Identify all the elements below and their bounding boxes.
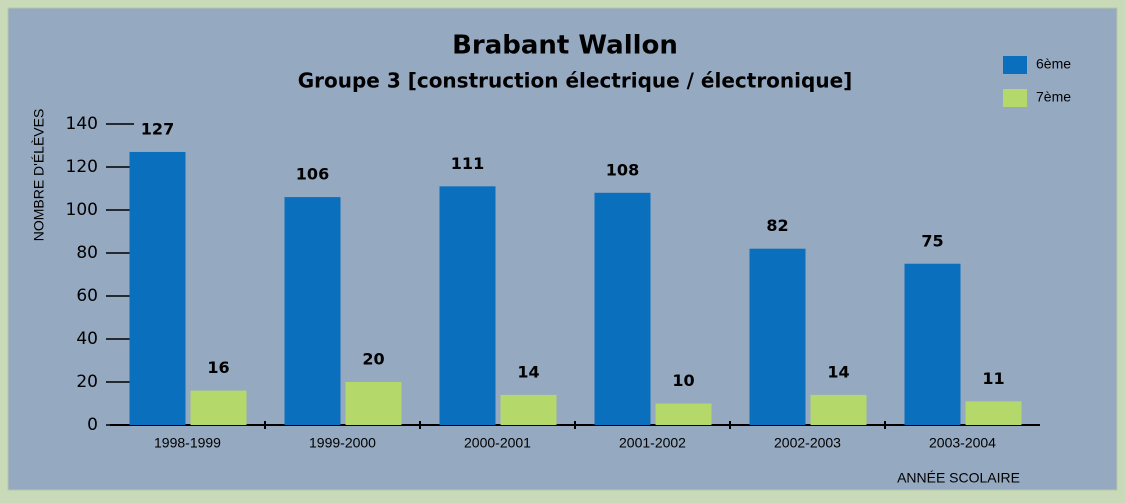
x-tick-label: 2000-2001 bbox=[464, 435, 531, 451]
legend-label: 6ème bbox=[1036, 56, 1071, 72]
bar bbox=[439, 186, 496, 425]
bar bbox=[500, 394, 557, 425]
bar bbox=[129, 151, 186, 425]
value-label: 106 bbox=[296, 165, 329, 184]
bar bbox=[810, 394, 867, 425]
y-tick-label: 80 bbox=[76, 243, 98, 263]
x-tick-label: 1998-1999 bbox=[154, 435, 221, 451]
y-tick-label: 40 bbox=[76, 329, 98, 349]
y-tick-label: 120 bbox=[66, 157, 98, 177]
value-label: 82 bbox=[766, 216, 788, 235]
chart-subtitle: Groupe 3 [construction électrique / élec… bbox=[298, 69, 853, 93]
y-tick-label: 20 bbox=[76, 372, 98, 392]
x-tick-label: 2002-2003 bbox=[774, 435, 841, 451]
value-label: 14 bbox=[827, 362, 849, 381]
legend-swatch bbox=[1003, 89, 1027, 107]
value-label: 14 bbox=[517, 362, 539, 381]
bar bbox=[749, 248, 806, 425]
bar bbox=[594, 192, 651, 425]
bar bbox=[965, 401, 1022, 425]
y-tick-label: 60 bbox=[76, 286, 98, 306]
value-label: 108 bbox=[606, 160, 639, 179]
value-label: 127 bbox=[141, 119, 174, 138]
chart-title: Brabant Wallon bbox=[452, 31, 678, 61]
bar bbox=[190, 390, 247, 425]
value-label: 16 bbox=[207, 358, 229, 377]
x-tick-label: 1999-2000 bbox=[309, 435, 376, 451]
value-label: 11 bbox=[982, 369, 1004, 388]
value-label: 20 bbox=[362, 350, 384, 369]
y-tick-label: 100 bbox=[66, 200, 98, 220]
value-label: 111 bbox=[451, 154, 484, 173]
legend-label: 7ème bbox=[1036, 89, 1071, 105]
y-tick-label: 0 bbox=[87, 415, 98, 435]
legend-swatch bbox=[1003, 56, 1027, 74]
y-axis-label: NOMBRE D'ÉLÈVES bbox=[31, 109, 47, 242]
bar bbox=[345, 382, 402, 425]
x-axis-label: ANNÉE SCOLAIRE bbox=[897, 470, 1020, 486]
bar bbox=[655, 403, 712, 425]
value-label: 75 bbox=[921, 231, 943, 250]
value-label: 10 bbox=[672, 371, 694, 390]
bar bbox=[904, 263, 961, 425]
x-tick-label: 2003-2004 bbox=[929, 435, 996, 451]
y-tick-label: 140 bbox=[66, 114, 98, 134]
bar bbox=[284, 197, 341, 425]
x-tick-label: 2001-2002 bbox=[619, 435, 686, 451]
